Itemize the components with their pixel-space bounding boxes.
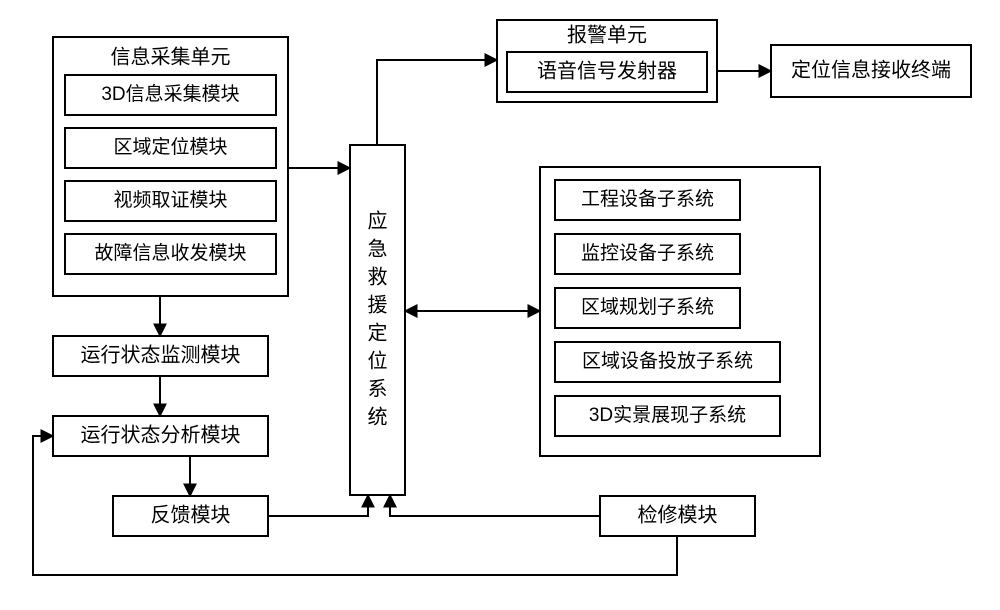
center-char: 统 [368,405,388,428]
center-char: 援 [368,293,388,316]
maint-label: 检修模块 [638,503,718,526]
right-item-label: 3D实景展现子系统 [589,404,746,426]
feedback-g: 反馈模块 [113,496,268,536]
right-item-label: 区域设备投放子系统 [582,350,753,372]
info-unit-item-label: 故障信息收发模块 [94,242,246,264]
edge [390,495,600,516]
terminal-label: 定位信息接收终端 [791,58,951,81]
center-box [350,145,405,495]
info-unit-item-label: 区域定位模块 [113,136,227,158]
run-analysis-g: 运行状态分析模块 [53,416,268,456]
center-char: 定 [368,321,388,344]
run-analysis-label: 运行状态分析模块 [81,423,241,446]
edge [268,495,368,516]
info-unit-item-label: 视频取证模块 [113,189,227,211]
feedback-label: 反馈模块 [151,503,231,526]
edge [377,60,497,145]
center-char: 应 [368,209,388,232]
info-unit-title: 信息采集单元 [111,45,231,68]
right-item-label: 监控设备子系统 [581,242,714,264]
right-item-label: 工程设备子系统 [581,188,714,210]
run-monitor-g: 运行状态监测模块 [53,336,268,376]
info-unit-item-label: 3D信息采集模块 [101,83,239,105]
alarm-title: 报警单元 [567,23,647,46]
right-item-label: 区域规划子系统 [581,296,714,318]
alarm-inner-label: 语音信号发射器 [537,59,677,82]
center-char: 系 [368,377,388,400]
run-monitor-label: 运行状态监测模块 [81,343,241,366]
center-char: 救 [368,265,388,288]
center-char: 位 [368,349,388,372]
center-char: 急 [368,237,388,260]
